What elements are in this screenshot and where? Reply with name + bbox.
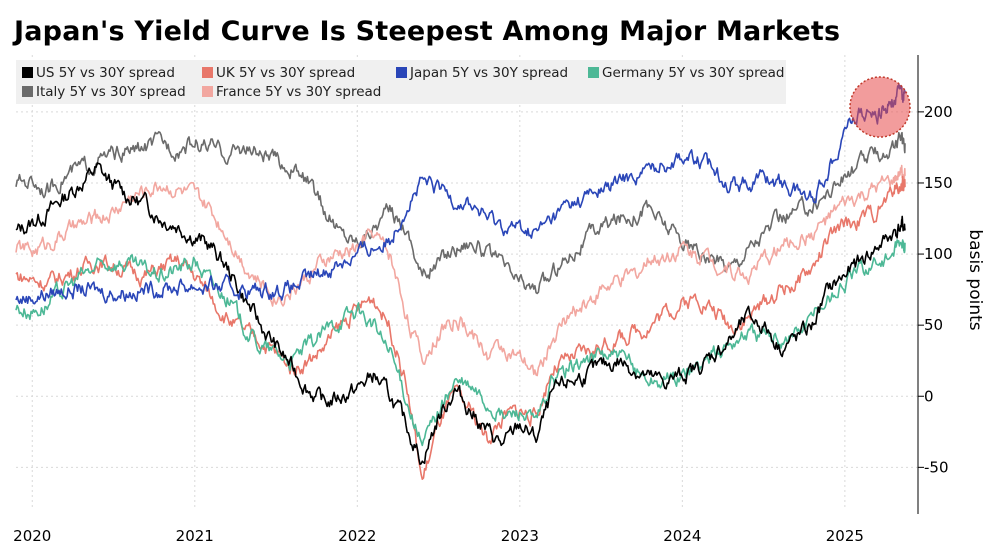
chart-title: Japan's Yield Curve Is Steepest Among Ma… <box>14 16 841 47</box>
x-tick-label: 2021 <box>176 527 214 545</box>
axis-layer: -50 0 50 100 150 200 2020 2021 2022 2023 2024 2025 <box>13 55 953 545</box>
legend-swatch <box>202 67 213 78</box>
y-tick-label: 0 <box>924 387 934 405</box>
legend-item: France 5Y vs 30Y spread <box>202 84 381 100</box>
legend-label: Japan 5Y vs 30Y spread <box>410 65 569 81</box>
series-line-italy <box>15 131 906 295</box>
y-axis-label: basis points <box>965 229 985 330</box>
legend: US 5Y vs 30Y spread UK 5Y vs 30Y spread Ja… <box>16 60 786 104</box>
legend-swatch <box>588 67 599 78</box>
legend-item: US 5Y vs 30Y spread <box>22 65 175 81</box>
y-tick-label: 50 <box>924 316 943 334</box>
y-tick-label: 150 <box>924 174 953 192</box>
grid-layer <box>16 55 918 510</box>
series-line-germany <box>15 239 906 447</box>
legend-label: UK 5Y vs 30Y spread <box>216 65 356 81</box>
x-tick-label: 2020 <box>13 527 51 545</box>
legend-item: Italy 5Y vs 30Y spread <box>22 84 186 100</box>
series-line-uk <box>15 175 906 480</box>
legend-item: UK 5Y vs 30Y spread <box>202 65 355 81</box>
legend-swatch <box>396 67 407 78</box>
x-tick-label: 2023 <box>501 527 539 545</box>
x-tick-label: 2022 <box>338 527 376 545</box>
legend-item: Germany 5Y vs 30Y spread <box>588 65 785 81</box>
y-tick-label: -50 <box>924 458 949 476</box>
legend-swatch <box>202 86 213 97</box>
legend-swatch <box>22 67 33 78</box>
y-tick-label: 100 <box>924 245 953 263</box>
series-line-japan <box>15 83 906 305</box>
legend-label: Italy 5Y vs 30Y spread <box>36 84 186 100</box>
legend-label: France 5Y vs 30Y spread <box>216 84 382 100</box>
highlight-circle <box>849 76 911 138</box>
legend-item: Japan 5Y vs 30Y spread <box>396 65 568 81</box>
legend-label: Germany 5Y vs 30Y spread <box>602 65 785 81</box>
y-tick-label: 200 <box>924 103 953 121</box>
x-tick-label: 2024 <box>663 527 701 545</box>
series-layer <box>15 83 906 480</box>
series-line-france <box>15 164 906 377</box>
legend-swatch <box>22 86 33 97</box>
legend-label: US 5Y vs 30Y spread <box>36 65 175 81</box>
x-tick-label: 2025 <box>826 527 864 545</box>
series-line-us <box>15 162 906 465</box>
